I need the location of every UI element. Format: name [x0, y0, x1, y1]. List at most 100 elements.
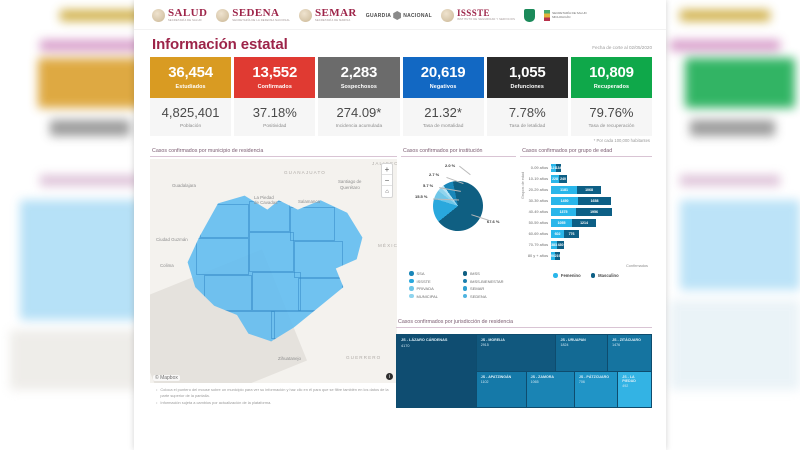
tile-name: JS - MORELIA [480, 338, 505, 342]
bar-femenino[interactable]: 1375 [551, 207, 577, 216]
logo-semar: SEMAR SECRETARÍA DE MARINA [299, 8, 357, 23]
stat-label: Sospechosos [340, 84, 377, 90]
bar-femenino[interactable]: 1181 [551, 185, 578, 194]
stat-value: 10,809 [589, 64, 634, 81]
stat-card-estudiados[interactable]: 36,454 Estudiados 4,825,401 Población [150, 57, 232, 136]
choropleth-map[interactable]: Guadalajara La Piedad de Cavadas Salaman… [150, 159, 397, 383]
bar-femenino[interactable]: 228 [551, 174, 560, 183]
pie-legend: SSA IMSS ISSSTE IMSS-BIENESTAR PRIVADA S… [401, 269, 516, 301]
legend-swatch [462, 278, 468, 284]
legend-swatch [409, 286, 414, 291]
legend-label: Femenino [560, 273, 581, 278]
pyramid-row[interactable]: 60-69 años 602 776 [520, 228, 652, 239]
treemap-tile[interactable]: JS - PÁTZCUARO 706 [574, 371, 618, 407]
pyramid-row[interactable]: 0-09 años 121 134 [520, 162, 652, 173]
government-seal-icon [152, 8, 165, 22]
legend-swatch [409, 293, 414, 299]
map-attribution[interactable]: © Mapbox [153, 375, 180, 381]
bar-masculino[interactable]: 134 [555, 163, 562, 172]
bar-masculino[interactable]: 1068 [577, 185, 602, 194]
pie-slices[interactable] [428, 176, 488, 236]
stat-label: Negativos [429, 84, 457, 90]
legend-item[interactable]: Masculino [590, 273, 619, 278]
pyramid-row[interactable]: 70-79 años 383 430 [520, 239, 652, 250]
stat-card-recuperados[interactable]: 10,809 Recuperados 79.76% Tasa de recupe… [570, 57, 653, 136]
pyramid-row[interactable]: 30-39 años 1450 1658 [520, 195, 652, 206]
stat-card-sospechosos[interactable]: 2,283 Sospechosos 274.09* Incidencia acu… [318, 57, 400, 136]
map-city-label: Guadalajara [172, 183, 196, 188]
treemap-tile[interactable]: JS - MORELIA 2915 [476, 335, 556, 371]
legend-label: MUNICIPAL [416, 293, 438, 299]
bar-masculino[interactable]: 219 [554, 251, 561, 260]
divider [401, 156, 517, 157]
age-label: 10-19 años [528, 176, 549, 181]
bar-masculino[interactable]: 1214 [572, 218, 597, 227]
bar-masculino[interactable]: 1658 [578, 196, 612, 205]
bar-femenino[interactable]: 383 [551, 240, 558, 249]
pyramid-row[interactable]: 50-59 años 1055 1214 [520, 217, 652, 228]
bar-femenino[interactable]: 1055 [551, 218, 573, 227]
legend-label: SEDENA [470, 293, 487, 299]
pyramid-row[interactable]: 80 y + años 203 219 [520, 250, 652, 261]
map-city-label: Ciudad Guzmán [156, 237, 188, 242]
treemap-tile[interactable]: JS - ZITÁCUARO 1476 [608, 335, 651, 371]
legend-item[interactable]: PRIVADA [409, 286, 463, 291]
compass-button[interactable]: ⌂ [385, 188, 389, 195]
bar-masculino[interactable]: 1956 [576, 207, 613, 216]
pie-label: 67.6 % [487, 219, 500, 224]
population-pyramid-chart[interactable]: Grupos de edad 0-09 años 121 134 10-19 añ… [520, 159, 652, 278]
bar-femenino[interactable]: 1450 [551, 196, 579, 205]
pie-label: 5.7 % [423, 183, 434, 188]
pie-chart[interactable]: 2.0 % 2.7 % 5.7 % 15.5 % 67.6 % [401, 159, 516, 269]
tile-name: JS - ZITÁCUARO [612, 338, 641, 342]
logo-guardia-nacional: GUARDIA NACIONAL [366, 11, 432, 20]
map-zoom-controls[interactable]: + − ⌂ [381, 163, 393, 198]
pyramid-row[interactable]: 20-29 años 1181 1068 [520, 184, 652, 195]
treemap-tile[interactable]: JS - LA PIEDAD 492 [618, 371, 651, 407]
tricolor-bars-icon [544, 10, 551, 21]
bar-femenino[interactable]: 602 [551, 229, 565, 238]
pyramid-row[interactable]: 10-19 años 228 240 [520, 173, 652, 184]
note-text: Coloca el puntero del mouse sobre un mun… [160, 387, 389, 398]
bar-femenino[interactable]: 121 [550, 163, 557, 172]
bar-femenino[interactable]: 203 [550, 251, 557, 260]
stat-label: Recuperados [593, 84, 630, 90]
info-icon[interactable]: i [386, 373, 393, 380]
zoom-in-button[interactable]: + [382, 164, 392, 175]
treemap-tile[interactable]: JS - URUAPAN 1824 [556, 335, 608, 371]
pyramid-row[interactable]: 40-49 años 1375 1956 [520, 206, 652, 217]
zoom-out-button[interactable]: − [382, 175, 392, 186]
legend-item[interactable]: IMSS [462, 271, 517, 276]
map-city-label: de Cavadas [254, 200, 278, 205]
jurisdiction-panel: Casos confirmados por jurisdicción de re… [396, 318, 652, 408]
legend-item[interactable]: Femenino [553, 273, 581, 278]
bar-masculino[interactable]: 240 [559, 174, 568, 183]
panel-row: Casos confirmados por municipio de resid… [134, 143, 666, 408]
legend-item[interactable]: SSA [409, 271, 463, 276]
map-city-label: Santiago de [338, 179, 362, 184]
legend-item[interactable]: SEMAR [462, 286, 517, 291]
legend-label: SSA [416, 271, 425, 276]
tile-name: JS - LÁZARO CÁRDENAS [401, 338, 448, 342]
map-panel-title: Casos confirmados por municipio de resid… [152, 148, 264, 154]
treemap-tile[interactable]: JS - ZAMORA 1065 [526, 371, 574, 407]
stat-card-negativos[interactable]: 20,619 Negativos 21.32* Tasa de mortalid… [402, 57, 484, 136]
bar-masculino[interactable]: 430 [557, 240, 565, 249]
stat-card-confirmados[interactable]: 13,552 Confirmados 37.18% Positividad [234, 57, 316, 136]
stat-value: 2,283 [340, 64, 378, 81]
legend-item[interactable]: IMSS-BIENESTAR [462, 278, 517, 284]
treemap-tile[interactable]: JS - LÁZARO CÁRDENAS 4170 [397, 335, 476, 407]
treemap-chart[interactable]: JS - LÁZARO CÁRDENAS 4170 JS - MORELIA 2… [396, 330, 652, 408]
legend-item[interactable]: SEDENA [462, 293, 517, 299]
legend-item[interactable]: ISSSTE [409, 279, 463, 284]
legend-item[interactable]: MUNICIPAL [409, 294, 463, 299]
stats-footnote: * Por cada 100,000 habitantes [593, 138, 650, 143]
treemap-tile[interactable]: JS - APATZINGÁN 1102 [476, 371, 526, 407]
map-panel: Casos confirmados por municipio de resid… [150, 147, 397, 408]
map-state-label: GUANAJUATO [284, 170, 326, 175]
tile-value: 706 [578, 379, 585, 384]
stat-card-defunciones[interactable]: 1,055 Defunciones 7.78% Tasa de letalida… [486, 57, 568, 136]
stat-sub-label: Tasa de mortalidad [422, 123, 464, 129]
bar-masculino[interactable]: 776 [564, 229, 580, 238]
pyramid-x-axis-label: Confirmados [625, 263, 648, 268]
